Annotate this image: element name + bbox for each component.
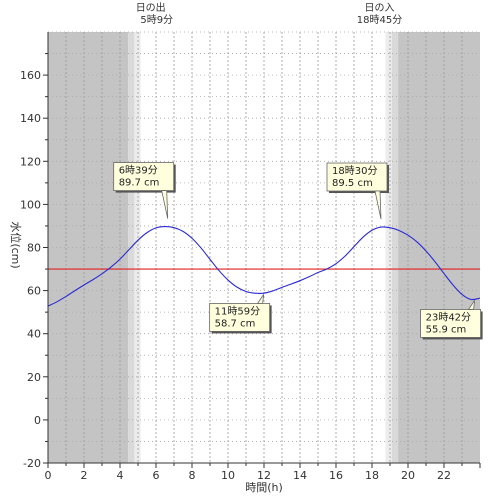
y-tick-label: 0 [34, 414, 41, 427]
x-tick-label: 18 [365, 469, 379, 482]
x-tick-label: 20 [401, 469, 415, 482]
x-axis-title: 時間(h) [245, 481, 283, 494]
x-tick-label: 4 [117, 469, 124, 482]
annotation-time: 23時42分 [426, 311, 471, 323]
annotation-value: 89.5 cm [332, 178, 373, 189]
sunset-time: 18時45分 [357, 14, 402, 26]
x-tick-label: 10 [221, 469, 235, 482]
sunset-title: 日の入 [365, 3, 395, 14]
y-tick-label: 60 [27, 285, 41, 298]
x-tick-label: 14 [293, 469, 307, 482]
x-tick-label: 0 [45, 469, 52, 482]
y-tick-label: 100 [20, 198, 41, 211]
annotation-time: 11時59分 [215, 305, 260, 317]
y-tick-label: 40 [27, 328, 41, 341]
annotation-time: 6時39分 [119, 165, 158, 177]
y-tick-label: 20 [27, 371, 41, 384]
twilight-band-morning-inner [134, 32, 140, 463]
annotation-value: 89.7 cm [119, 178, 160, 189]
x-tick-label: 8 [189, 469, 196, 482]
x-tick-label: 2 [81, 469, 88, 482]
y-tick-label: -20 [23, 457, 41, 470]
x-tick-label: 16 [329, 469, 343, 482]
annotation-value: 55.9 cm [426, 324, 467, 335]
y-tick-label: 80 [27, 242, 41, 255]
x-tick-label: 6 [153, 469, 160, 482]
annotation-time: 18時30分 [332, 165, 377, 177]
sunrise-time: 5時9分 [140, 14, 173, 26]
y-tick-label: 140 [20, 112, 41, 125]
y-tick-label: 120 [20, 155, 41, 168]
night-band-evening [398, 32, 480, 463]
annotation-value: 58.7 cm [215, 318, 256, 329]
y-tick-label: 160 [20, 69, 41, 82]
x-tick-label: 22 [437, 469, 451, 482]
sunrise-title: 日の出 [136, 1, 166, 14]
y-axis-title: 水位(cm) [9, 221, 23, 268]
